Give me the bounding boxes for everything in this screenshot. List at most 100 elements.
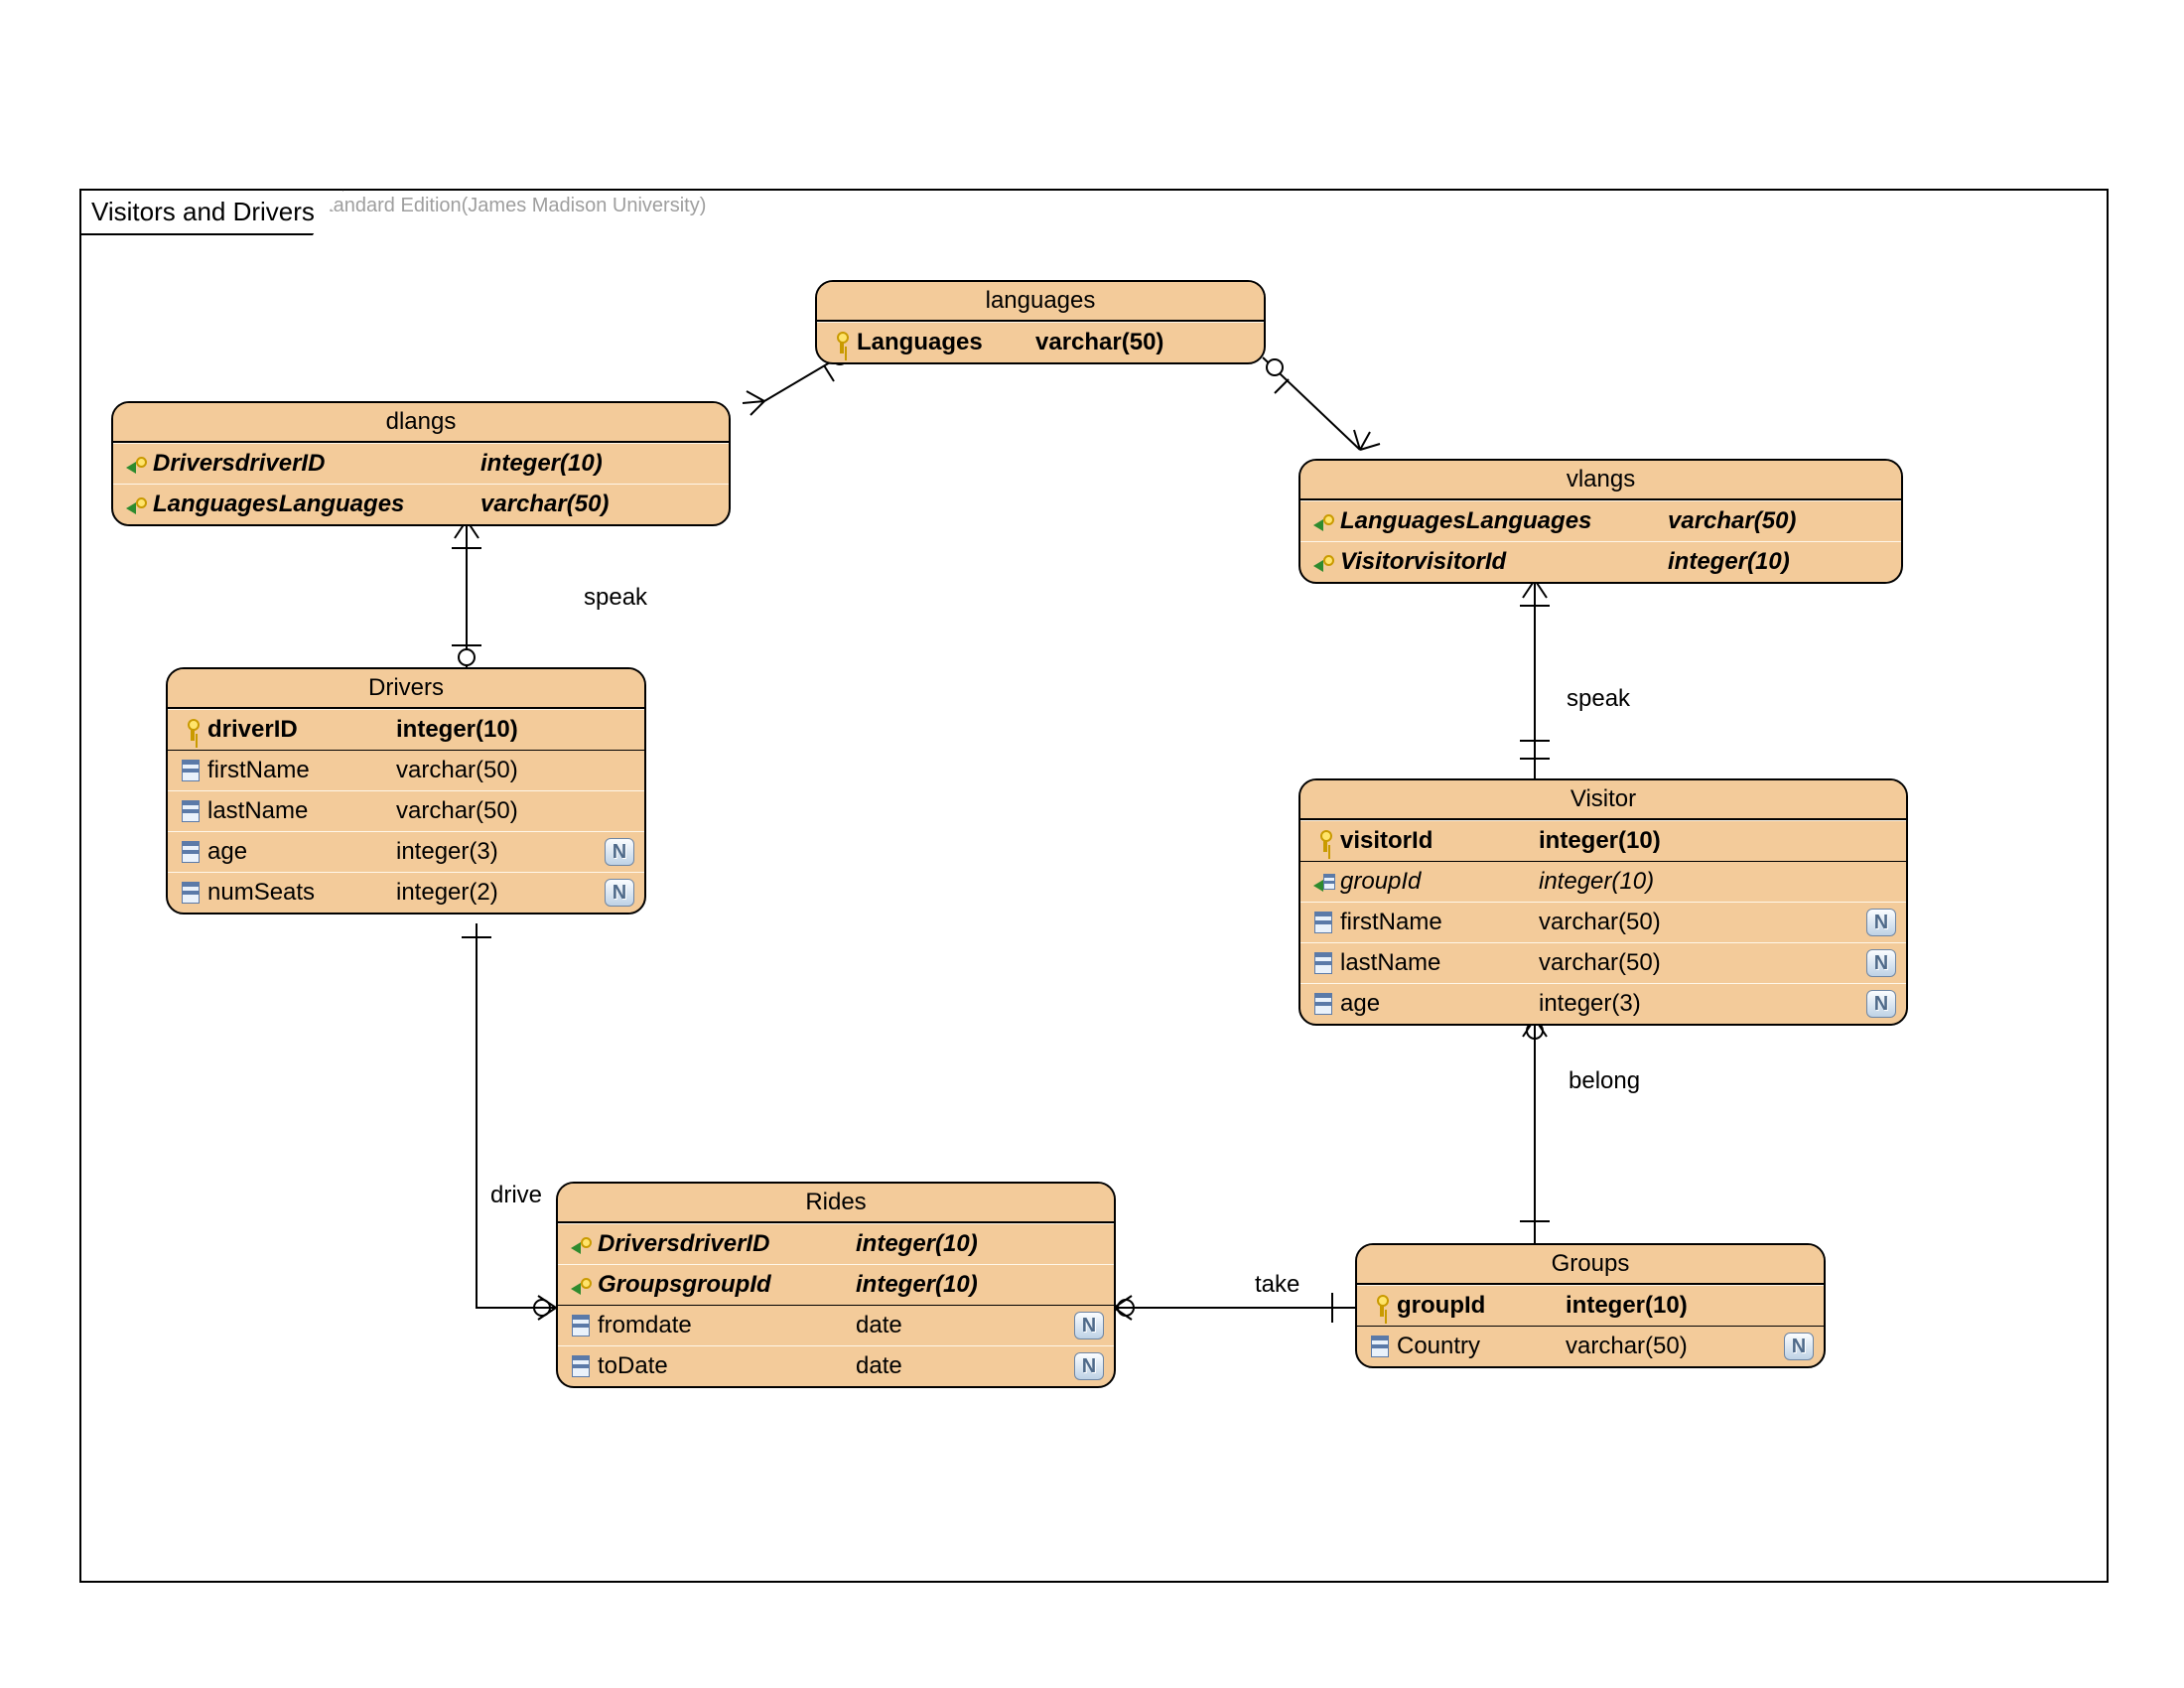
column-name: lastName — [207, 797, 376, 825]
column-type: varchar(50) — [1546, 1333, 1688, 1360]
column-row: toDatedateN — [558, 1345, 1114, 1386]
nullable-badge: N — [1866, 990, 1896, 1018]
fk-icon — [564, 1275, 598, 1295]
pk-icon — [1363, 1295, 1397, 1317]
rel-label-speak-1: speak — [584, 584, 647, 612]
column-icon — [564, 1315, 598, 1336]
nullable-badge: N — [605, 838, 634, 866]
column-icon — [1363, 1336, 1397, 1357]
column-type: integer(10) — [836, 1230, 978, 1258]
column-row: fromdatedate N — [558, 1305, 1114, 1345]
frame-title: Visitors and Drivers — [79, 189, 344, 235]
pk-icon — [1306, 830, 1340, 852]
column-type: date — [836, 1352, 902, 1380]
entity-groups: GroupsgroupIdinteger(10)Countryvarchar(5… — [1355, 1243, 1826, 1368]
column-name: groupId — [1397, 1292, 1546, 1320]
nullable-badge: N — [1784, 1333, 1814, 1360]
column-name: visitorId — [1340, 827, 1519, 855]
column-type: varchar(50) — [376, 757, 518, 784]
column-type: varchar(50) — [1519, 909, 1661, 936]
column-name: firstName — [1340, 909, 1519, 936]
column-icon — [1306, 993, 1340, 1015]
column-row: GroupsgroupIdinteger(10) — [558, 1264, 1114, 1305]
column-name: Country — [1397, 1333, 1546, 1360]
column-row: DriversdriverIDinteger(10) — [113, 443, 729, 484]
nullable-badge: N — [1074, 1312, 1104, 1339]
column-type: varchar(50) — [461, 491, 609, 518]
column-name: numSeats — [207, 879, 376, 907]
column-name: firstName — [207, 757, 376, 784]
column-type: date — [836, 1312, 902, 1339]
entity-header: vlangs — [1300, 461, 1901, 500]
entity-languages: languagesLanguagesvarchar(50) — [815, 280, 1266, 364]
column-icon — [174, 760, 207, 781]
column-row: firstNamevarchar(50)N — [1300, 902, 1906, 942]
column-name: GroupsgroupId — [598, 1271, 836, 1299]
pk-icon — [174, 719, 207, 741]
column-name: driverID — [207, 716, 376, 744]
column-row: Languagesvarchar(50) — [817, 322, 1264, 362]
fk-icon — [119, 454, 153, 474]
column-type: integer(10) — [836, 1271, 978, 1299]
column-row: ageinteger(3) N — [1300, 983, 1906, 1024]
pk-icon — [823, 332, 857, 353]
column-name: VisitorvisitorId — [1340, 548, 1648, 576]
fk-icon — [564, 1234, 598, 1254]
column-type: integer(10) — [1546, 1292, 1688, 1320]
nullable-badge: N — [605, 879, 634, 907]
entity-header: Rides — [558, 1184, 1114, 1223]
fk-icon — [119, 494, 153, 514]
column-row: groupIdinteger(10) — [1300, 861, 1906, 902]
column-name: groupId — [1340, 868, 1519, 896]
entity-drivers: DriversdriverIDinteger(10)firstNamevarch… — [166, 667, 646, 914]
column-name: LanguagesLanguages — [153, 491, 461, 518]
rel-label-speak-2: speak — [1567, 685, 1630, 713]
column-type: varchar(50) — [1648, 507, 1796, 535]
column-icon — [1306, 912, 1340, 933]
column-type: integer(10) — [1648, 548, 1790, 576]
column-type: integer(2) — [376, 879, 498, 907]
entity-header: languages — [817, 282, 1264, 322]
column-row: groupIdinteger(10) — [1357, 1285, 1824, 1326]
column-type: varchar(50) — [1016, 329, 1163, 356]
column-row: driverIDinteger(10) — [168, 709, 644, 750]
fk-icon — [1306, 511, 1340, 531]
column-row: firstNamevarchar(50) — [168, 750, 644, 790]
entity-header: dlangs — [113, 403, 729, 443]
entity-visitor: VisitorvisitorIdinteger(10)groupIdintege… — [1298, 778, 1908, 1026]
column-row: ageinteger(3) N — [168, 831, 644, 872]
column-row: DriversdriverIDinteger(10) — [558, 1223, 1114, 1264]
entity-header: Drivers — [168, 669, 644, 709]
column-icon — [174, 882, 207, 904]
column-type: integer(3) — [376, 838, 498, 866]
rel-label-drive: drive — [490, 1182, 542, 1209]
column-icon — [174, 841, 207, 863]
column-name: DriversdriverID — [598, 1230, 836, 1258]
column-name: age — [1340, 990, 1519, 1018]
column-icon — [174, 800, 207, 822]
entity-vlangs: vlangsLanguagesLanguagesvarchar(50)Visit… — [1298, 459, 1903, 584]
entity-dlangs: dlangsDriversdriverIDinteger(10) Language… — [111, 401, 731, 526]
fk-icon — [1306, 552, 1340, 572]
rel-label-take: take — [1255, 1271, 1299, 1299]
column-type: varchar(50) — [376, 797, 518, 825]
entity-header: Groups — [1357, 1245, 1824, 1285]
column-icon — [1306, 952, 1340, 974]
column-row: lastNamevarchar(50) — [168, 790, 644, 831]
column-name: Languages — [857, 329, 1016, 356]
column-type: integer(10) — [1519, 827, 1661, 855]
column-icon — [564, 1355, 598, 1377]
column-row: LanguagesLanguagesvarchar(50) — [1300, 500, 1901, 541]
column-type: integer(10) — [461, 450, 603, 478]
column-name: age — [207, 838, 376, 866]
nullable-badge: N — [1866, 949, 1896, 977]
column-type: integer(10) — [1519, 868, 1654, 896]
column-name: lastName — [1340, 949, 1519, 977]
column-name: fromdate — [598, 1312, 836, 1339]
column-type: integer(3) — [1519, 990, 1641, 1018]
column-row: Countryvarchar(50) N — [1357, 1326, 1824, 1366]
nullable-badge: N — [1074, 1352, 1104, 1380]
fk-column-icon — [1306, 872, 1340, 892]
column-row: VisitorvisitorIdinteger(10) — [1300, 541, 1901, 582]
column-name: LanguagesLanguages — [1340, 507, 1648, 535]
